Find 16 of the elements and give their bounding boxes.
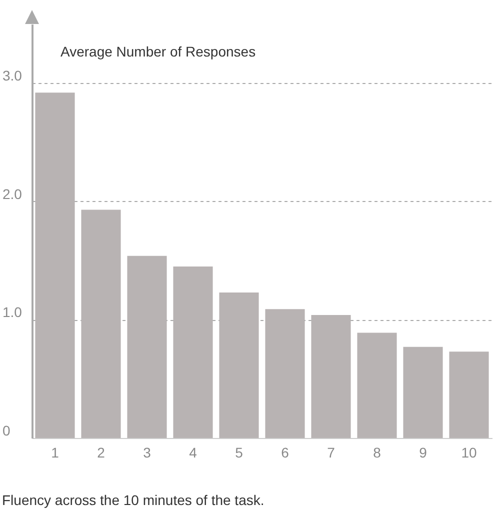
text: Fluency across the 10 minutes of the task. bbox=[2, 492, 264, 508]
x-tick-label: 4 bbox=[189, 444, 198, 460]
y-axis-title: Average Number of Responses bbox=[60, 44, 256, 60]
y-tick-label: 1.0 bbox=[2, 304, 22, 320]
x-tick-label: 6 bbox=[281, 444, 290, 460]
y-tick-label: 0 bbox=[2, 422, 10, 438]
x-tick-label: 8 bbox=[373, 444, 382, 460]
x-tick-label: 7 bbox=[327, 444, 336, 460]
x-tick-label: 9 bbox=[419, 444, 428, 460]
x-tick-label: 2 bbox=[97, 444, 106, 460]
x-tick-label: 5 bbox=[235, 444, 244, 460]
y-tick-label: 2.0 bbox=[2, 186, 22, 202]
x-tick-label: 3 bbox=[143, 444, 152, 460]
x-tick-label: 1 bbox=[51, 444, 60, 460]
y-tick-label: 3.0 bbox=[2, 68, 22, 84]
x-tick-label: 10 bbox=[461, 444, 477, 460]
